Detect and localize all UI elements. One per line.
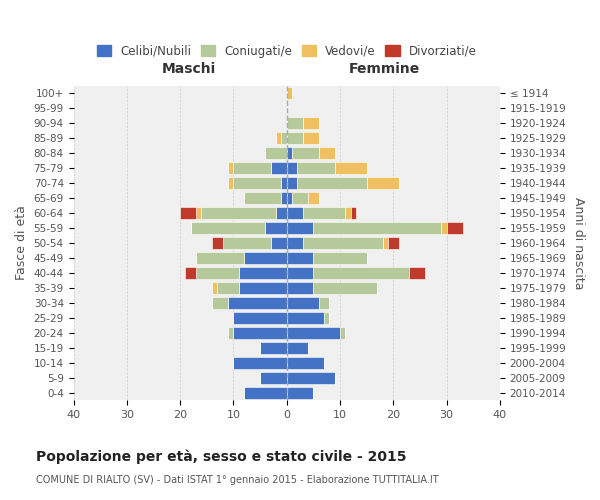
Bar (287, 148, 292, 159)
Bar (271, 162, 287, 174)
Bar (308, 192, 319, 204)
Bar (244, 252, 287, 264)
Bar (276, 132, 281, 144)
Bar (265, 222, 287, 234)
Bar (239, 282, 287, 294)
Bar (303, 237, 383, 249)
Bar (185, 267, 196, 279)
Bar (287, 297, 319, 308)
Bar (196, 267, 239, 279)
Bar (298, 162, 335, 174)
Bar (233, 327, 287, 338)
Bar (276, 207, 287, 219)
Bar (287, 267, 313, 279)
Bar (196, 252, 244, 264)
Bar (260, 342, 287, 353)
Bar (287, 192, 292, 204)
Bar (287, 252, 313, 264)
Bar (212, 282, 217, 294)
Bar (233, 162, 271, 174)
Bar (281, 192, 287, 204)
Bar (409, 267, 425, 279)
Legend: Celibi/Nubili, Coniugati/e, Vedovi/e, Divorziati/e: Celibi/Nubili, Coniugati/e, Vedovi/e, Di… (93, 42, 481, 62)
Bar (265, 148, 287, 159)
Bar (217, 282, 239, 294)
Bar (335, 162, 367, 174)
Bar (260, 372, 287, 384)
Bar (281, 177, 287, 189)
Bar (303, 132, 319, 144)
Bar (212, 237, 223, 249)
Bar (292, 148, 319, 159)
Text: Popolazione per età, sesso e stato civile - 2015: Popolazione per età, sesso e stato civil… (36, 450, 407, 464)
Bar (292, 192, 308, 204)
Bar (287, 327, 340, 338)
Bar (287, 372, 335, 384)
Bar (446, 222, 463, 234)
Bar (233, 177, 281, 189)
Bar (303, 207, 346, 219)
Bar (313, 252, 367, 264)
Bar (239, 267, 287, 279)
Bar (287, 312, 324, 324)
Bar (228, 297, 287, 308)
Bar (287, 237, 303, 249)
Bar (442, 222, 446, 234)
Bar (244, 387, 287, 398)
Bar (319, 297, 329, 308)
Bar (233, 312, 287, 324)
Y-axis label: Fasce di età: Fasce di età (15, 206, 28, 281)
Bar (228, 327, 233, 338)
Bar (191, 222, 265, 234)
Y-axis label: Anni di nascita: Anni di nascita (572, 196, 585, 289)
Bar (367, 177, 398, 189)
Bar (287, 118, 303, 129)
Bar (287, 132, 303, 144)
Bar (287, 342, 308, 353)
Bar (313, 282, 377, 294)
Bar (383, 237, 388, 249)
Text: Maschi: Maschi (161, 62, 216, 76)
Text: Femmine: Femmine (349, 62, 421, 76)
Bar (228, 177, 233, 189)
Bar (313, 267, 409, 279)
Bar (212, 297, 228, 308)
Bar (287, 207, 303, 219)
Bar (303, 118, 319, 129)
Bar (346, 207, 351, 219)
Bar (324, 312, 329, 324)
Bar (287, 88, 292, 99)
Bar (340, 327, 346, 338)
Bar (319, 148, 335, 159)
Bar (233, 357, 287, 368)
Bar (202, 207, 276, 219)
Bar (287, 387, 313, 398)
Bar (287, 222, 313, 234)
Bar (287, 357, 324, 368)
Bar (223, 237, 271, 249)
Bar (287, 177, 298, 189)
Bar (244, 192, 281, 204)
Bar (271, 237, 287, 249)
Bar (313, 222, 442, 234)
Text: COMUNE DI RIALTO (SV) - Dati ISTAT 1° gennaio 2015 - Elaborazione TUTTITALIA.IT: COMUNE DI RIALTO (SV) - Dati ISTAT 1° ge… (36, 475, 439, 485)
Bar (287, 282, 313, 294)
Bar (228, 162, 233, 174)
Bar (281, 132, 287, 144)
Bar (388, 237, 398, 249)
Bar (298, 177, 367, 189)
Bar (180, 207, 196, 219)
Bar (287, 162, 298, 174)
Bar (196, 207, 202, 219)
Bar (351, 207, 356, 219)
